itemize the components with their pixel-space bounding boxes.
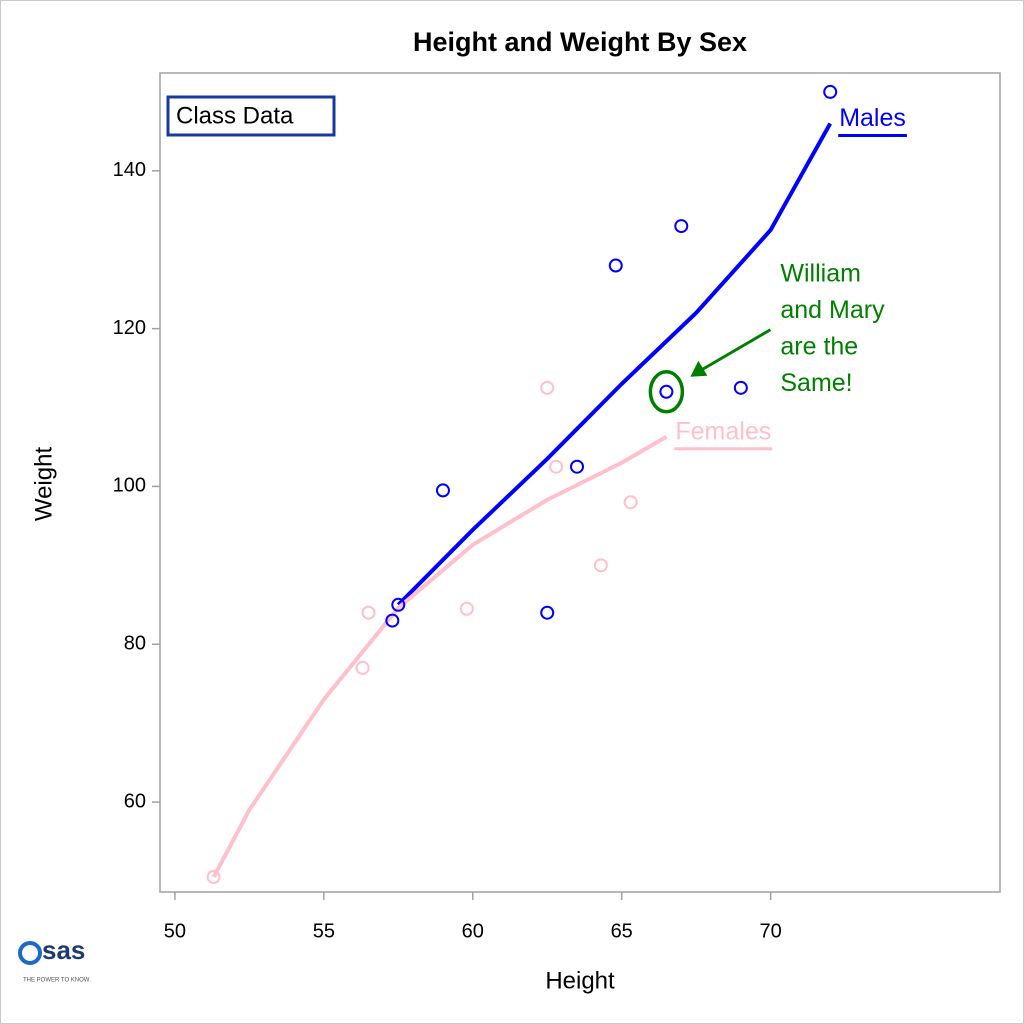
annotation-arrow [697,328,772,374]
y-tick-label: 60 [124,790,146,812]
annotation-ellipse [648,370,685,414]
point [391,597,406,612]
point [355,660,370,675]
inset-box [166,95,336,137]
series-label: Males [839,104,906,132]
annotation-text: and Mary [780,296,885,324]
point [540,380,555,395]
point [570,459,585,474]
point [540,605,555,620]
y-tick-label: 80 [124,633,146,655]
point [608,258,623,273]
plot-frame [159,72,1001,893]
point [733,380,748,395]
x-tick-label: 50 [164,920,186,942]
annotation-arrowhead [690,360,708,377]
logo-text: sas [42,935,85,965]
series-label: Females [675,417,771,445]
point [549,459,564,474]
y-tick-label: 120 [113,317,146,339]
point [361,605,376,620]
logo-icon [18,941,42,965]
point [623,495,638,510]
y-tick-label: 140 [113,159,146,181]
x-tick-label: 70 [760,920,782,942]
x-tick-label: 65 [611,920,633,942]
x-tick-label: 55 [313,920,335,942]
point [823,84,838,99]
logo-tagline: THE POWER TO KNOW. [23,978,91,984]
fit-line [396,122,832,607]
annotation-text: William [780,259,861,287]
point [206,870,221,885]
point [435,483,450,498]
chart-title: Height and Weight By Sex [413,27,747,57]
point [385,613,400,628]
y-tick-label: 100 [113,475,146,497]
annotation-text: Same! [780,369,852,397]
inset-label: Class Data [176,102,294,129]
annotation-text: are the [780,332,858,360]
point [674,219,689,234]
point [659,384,674,399]
point [459,601,474,616]
fit-line [211,435,668,878]
x-axis-label: Height [545,967,615,994]
logo: sas THE POWER TO KNOW. [18,935,91,984]
point [593,558,608,573]
y-axis-label: Weight [30,447,57,522]
x-tick-label: 60 [462,920,484,942]
